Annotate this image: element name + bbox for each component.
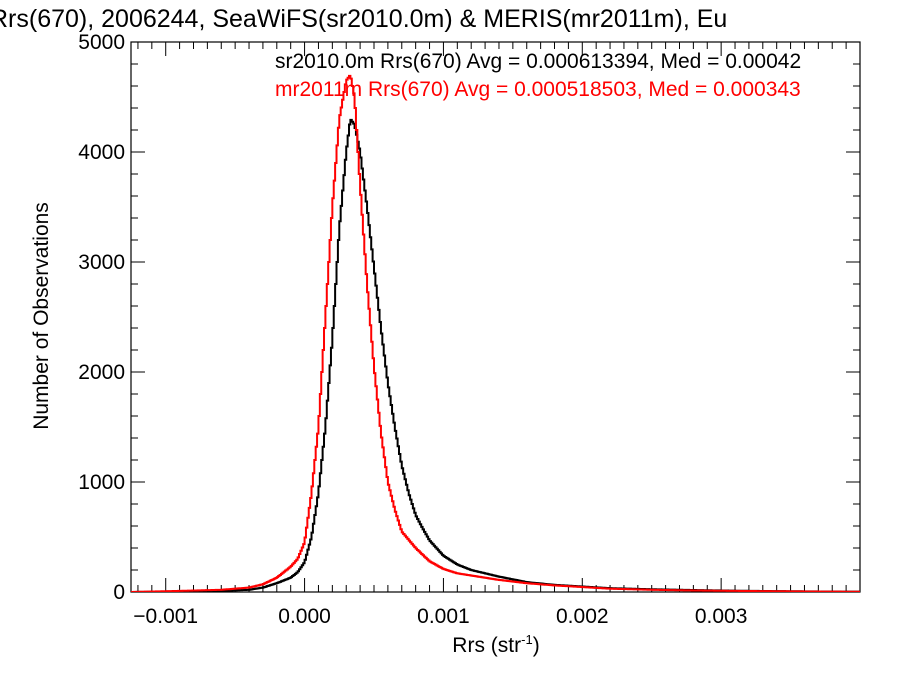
y-tick-label: 4000: [78, 141, 125, 164]
x-tick-labels: −0.001 0.000 0.001 0.002 0.003: [133, 605, 747, 628]
y-tick-label: 0: [113, 581, 125, 604]
y-axis-title: Number of Observations: [30, 202, 53, 430]
x-tick-label: 0.001: [417, 605, 470, 628]
x-axis-title: Rrs (str-1): [452, 632, 539, 657]
x-axis-title-main: Rrs (str: [452, 634, 521, 657]
x-tick-label: −0.001: [133, 605, 198, 628]
series-layer: [131, 74, 860, 592]
series-mr2011-line: [131, 74, 860, 592]
x-axis-title-close: ): [533, 634, 540, 657]
x-tick-label: 0.003: [695, 605, 748, 628]
annotation-mr2011: mr2011m Rrs(670) Avg = 0.000518503, Med …: [275, 78, 801, 101]
y-tick-labels: 0 1000 2000 3000 4000 5000: [78, 31, 125, 604]
axis-ticks: [131, 41, 860, 593]
plot-frame: [130, 41, 861, 593]
chart-title: Rrs(670), 2006244, SeaWiFS(sr2010.0m) & …: [0, 5, 727, 33]
series-sr2010-line: [131, 118, 860, 592]
annotation-sr2010: sr2010.0m Rrs(670) Avg = 0.000613394, Me…: [275, 50, 801, 73]
x-axis-title-sup: -1: [521, 632, 533, 647]
x-tick-label: 0.002: [556, 605, 609, 628]
x-tick-label: 0.000: [278, 605, 331, 628]
y-tick-label: 3000: [78, 251, 125, 274]
y-tick-label: 1000: [78, 471, 125, 494]
y-tick-label: 2000: [78, 361, 125, 384]
y-tick-label: 5000: [78, 31, 125, 54]
